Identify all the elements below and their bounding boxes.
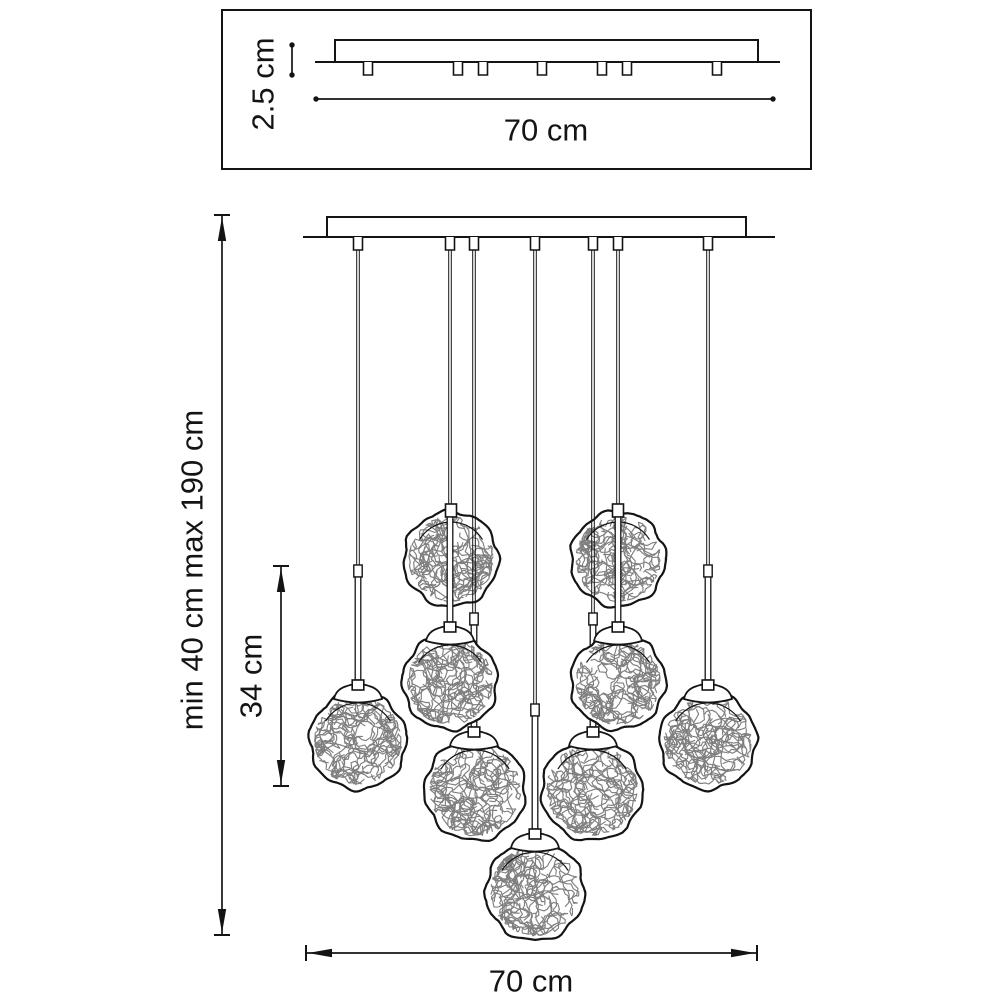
pendant-length-label: 34 cm (233, 633, 269, 719)
frontview-height-range-label: min 40 cm max 190 cm (174, 409, 210, 731)
glass-sphere (400, 633, 500, 733)
glass-sphere (569, 633, 669, 733)
canopy-nubs (352, 237, 714, 251)
canopy-top-view (221, 9, 812, 170)
topview-height-label: 2.5 cm (245, 37, 281, 131)
sphere-caps (333, 621, 733, 853)
cord-hooks (362, 62, 723, 76)
glass-sphere (422, 736, 527, 842)
dimension-overall-height (214, 214, 230, 936)
dimension-canopy-width (313, 96, 776, 102)
upper-spheres (402, 508, 668, 609)
glass-sphere (539, 736, 645, 842)
canopy-plate-top (334, 39, 759, 63)
lower-spheres (307, 633, 760, 941)
dimension-overall-width (305, 945, 758, 961)
suspension-cords (356, 250, 710, 704)
canopy-plate (326, 216, 747, 238)
glass-sphere (658, 691, 760, 793)
frontview-width-label: 70 cm (488, 963, 574, 999)
dimension-pendant-length (273, 565, 289, 787)
chandelier-front-view (214, 214, 775, 961)
dimension-canopy-height (289, 42, 295, 78)
glass-sphere (483, 838, 587, 941)
detail-box-border (221, 9, 812, 170)
topview-width-label: 70 cm (503, 112, 589, 148)
glass-sphere (307, 692, 409, 793)
